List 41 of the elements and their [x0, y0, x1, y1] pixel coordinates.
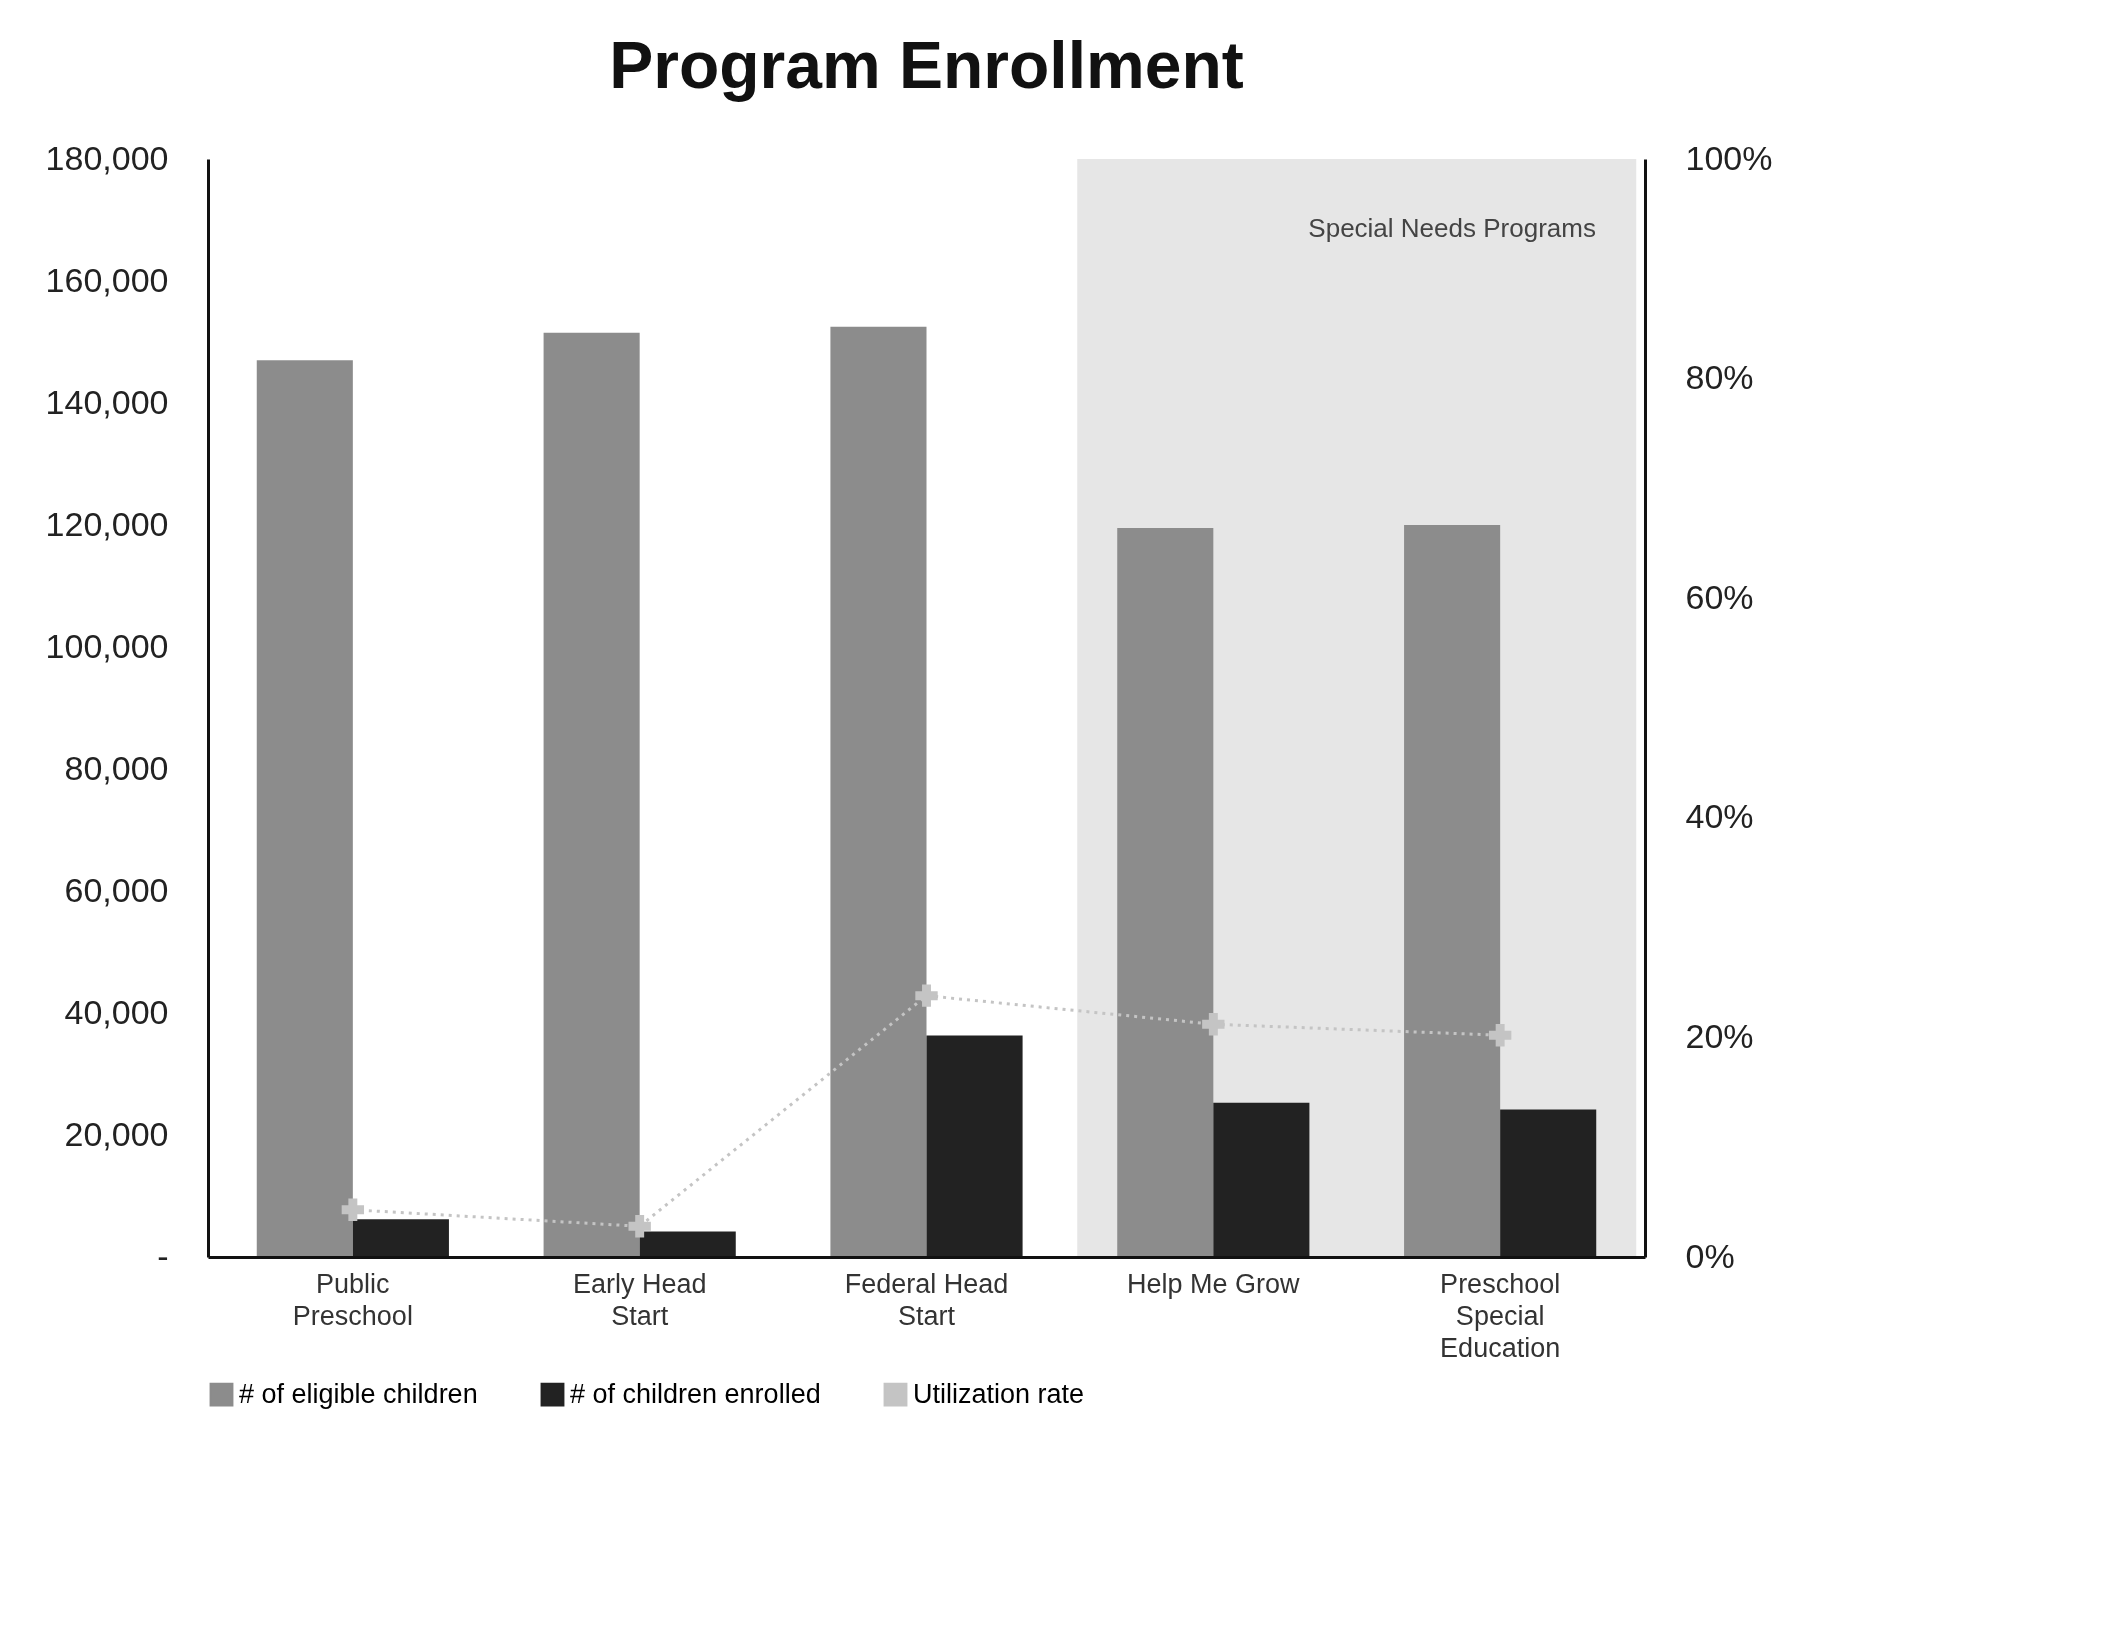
y2-tick-label: 80% — [1685, 358, 1754, 397]
x-tick-label: Help Me Grow — [1127, 1268, 1301, 1299]
legend-label: # of children enrolled — [570, 1378, 821, 1409]
bar — [1213, 1102, 1310, 1257]
bar — [1500, 1109, 1597, 1257]
bar — [926, 1035, 1023, 1257]
bar — [1404, 525, 1501, 1257]
bar — [639, 1231, 736, 1257]
y-tick-label: 40,000 — [64, 992, 169, 1031]
bar — [256, 360, 353, 1257]
point — [1488, 1024, 1512, 1047]
y-tick-label: 160,000 — [45, 260, 169, 299]
y-tick-label: - — [157, 1236, 169, 1275]
point — [628, 1215, 651, 1238]
y-tick-label: 100,000 — [45, 626, 169, 665]
x-tick-label: Early Head Start — [572, 1268, 707, 1331]
y-tick-label: 60,000 — [64, 870, 169, 909]
bar — [352, 1219, 449, 1257]
y-tick-label: 80,000 — [64, 748, 169, 787]
point — [341, 1198, 365, 1221]
point — [915, 984, 938, 1007]
bar — [830, 326, 927, 1257]
chart-title: Program Enrollment — [609, 28, 1244, 102]
y2-tick-label: 0% — [1685, 1236, 1735, 1275]
x-tick-label: Federal Head Start — [844, 1268, 1009, 1331]
y2-tick-label: 100% — [1685, 138, 1773, 177]
band-label: Special Needs Programs — [1308, 213, 1596, 243]
bar — [543, 332, 640, 1257]
legend-label: Utilization rate — [913, 1378, 1085, 1409]
y2-tick-label: 60% — [1685, 577, 1754, 616]
bar — [1117, 528, 1214, 1257]
y-tick-label: 20,000 — [64, 1114, 169, 1153]
y-tick-label: 140,000 — [45, 382, 169, 421]
x-tick-label: Preschool Special Education — [1440, 1268, 1561, 1363]
y-tick-label: 180,000 — [45, 138, 169, 177]
y2-tick-label: 40% — [1685, 797, 1754, 836]
y2-tick-label: 20% — [1685, 1016, 1754, 1055]
y-tick-label: 120,000 — [45, 504, 169, 543]
point — [1202, 1013, 1225, 1036]
legend-label: # of eligible children — [239, 1378, 478, 1409]
x-tick-label: Public Preschool — [292, 1268, 413, 1331]
